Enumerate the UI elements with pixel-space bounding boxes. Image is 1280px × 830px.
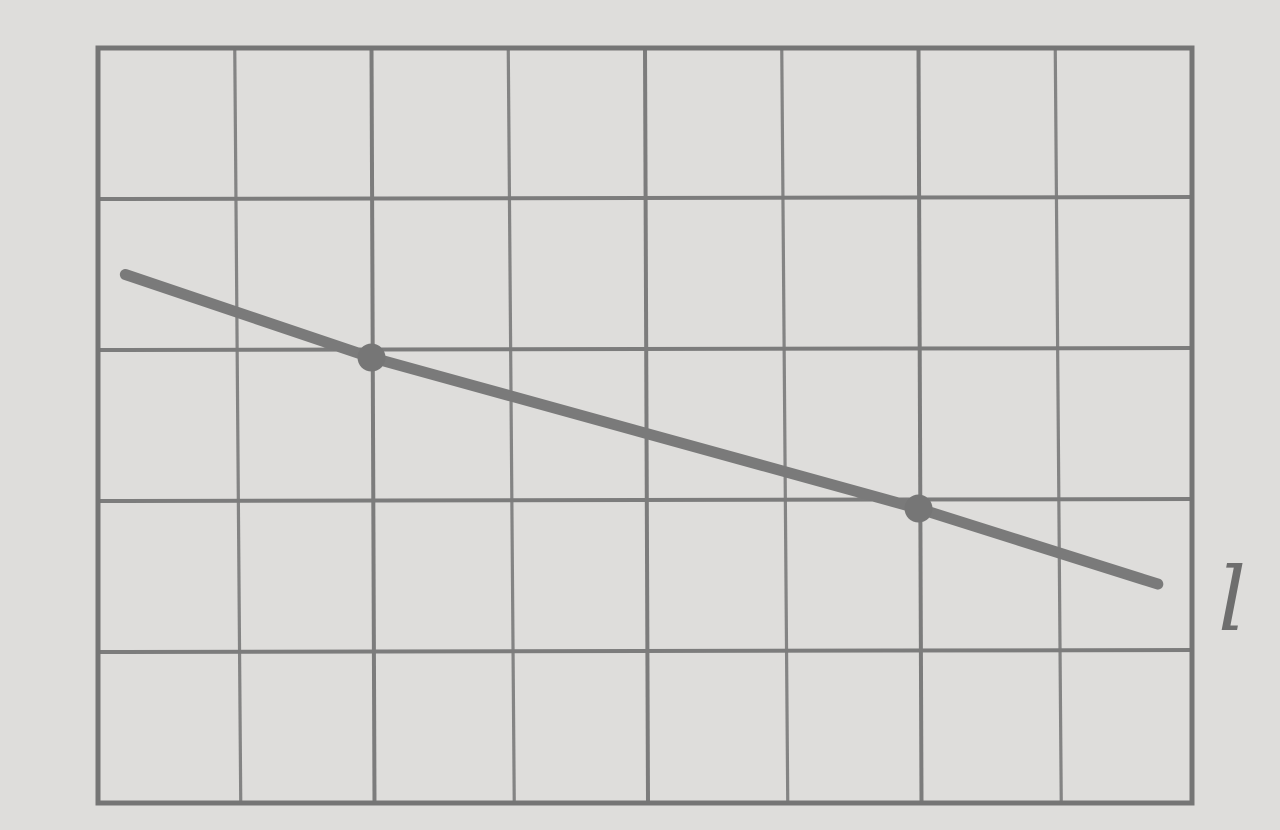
vertical-gridline: [916, 47, 924, 804]
horizontal-gridline: [97, 195, 1193, 201]
vertical-gridline: [233, 47, 243, 804]
horizontal-gridline: [97, 497, 1193, 503]
data-point: [904, 494, 933, 523]
vertical-gridline: [1053, 47, 1063, 804]
plot-frame: [95, 45, 1195, 806]
vertical-gridline: [780, 47, 790, 804]
vertical-gridline: [506, 47, 516, 804]
horizontal-gridline: [97, 648, 1193, 654]
vertical-gridline: [369, 47, 377, 804]
series-line: [119, 269, 1164, 590]
line-label: l: [1218, 548, 1246, 651]
data-point: [357, 343, 386, 372]
series-group: [119, 269, 1164, 590]
vertical-gridline: [643, 47, 650, 804]
grid: [97, 47, 1193, 804]
horizontal-gridline: [97, 346, 1193, 352]
